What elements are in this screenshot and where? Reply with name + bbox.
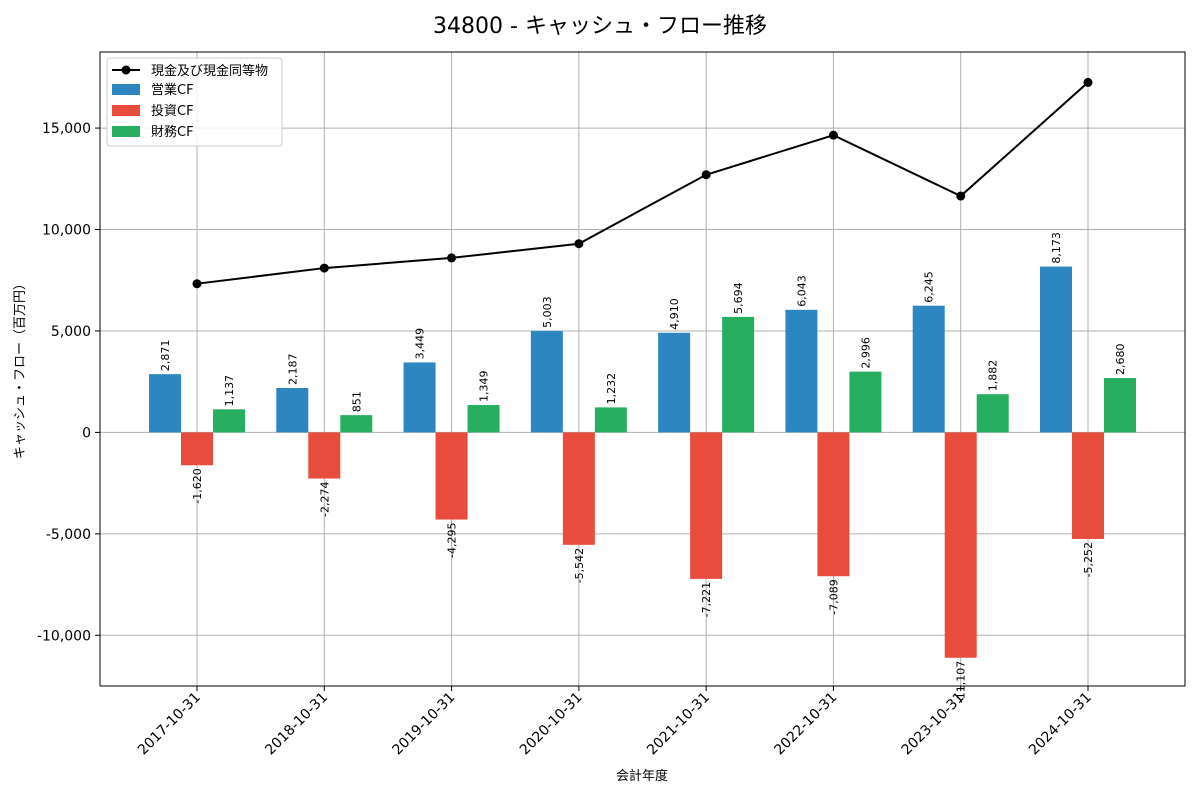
bar-operating [1040,266,1072,433]
bar-investing [181,432,213,466]
cash-point [574,239,584,249]
bar-value-label: 6,043 [795,275,808,307]
bar-value-label: -7,089 [827,579,840,614]
cash-point [828,130,838,140]
bar-financing [594,407,627,433]
y-tick-label: -5,000 [46,527,91,543]
bar-value-label: 851 [350,391,363,412]
bar-value-label: 1,349 [478,371,491,403]
bar-value-label: -11,107 [955,661,968,703]
bar-operating [149,374,181,433]
legend-swatch-operating [112,84,140,95]
bar-investing [817,432,850,577]
cash-point [447,253,457,263]
plot-frame [99,51,1186,687]
legend-swatch-financing [112,126,140,137]
bar-operating [658,332,691,433]
legend-label-operating: 営業CF [151,82,194,98]
bar-financing [722,316,755,433]
y-axis-label: キャッシュ・フロー（百万円） [13,277,28,459]
bar-investing [1072,432,1104,539]
bar-value-label: -2,274 [318,482,331,517]
bar-investing [562,432,595,545]
bar-value-label: 3,449 [414,328,427,360]
bar-value-label: -7,221 [700,582,713,617]
bar-financing [849,371,882,433]
bar-value-label: -5,252 [1082,542,1095,577]
cash-point [956,191,966,201]
bar-series [149,266,1136,658]
bar-value-label: 5,003 [541,296,554,328]
bar-value-label: 1,137 [223,375,236,407]
cash-point [319,263,329,273]
y-tick-label: -10,000 [37,628,91,644]
bar-value-label: 2,187 [286,354,299,386]
cash-line-series [192,77,1093,289]
legend-label-financing: 財務CF [151,125,194,140]
y-tick-label: 5,000 [51,324,91,340]
bar-value-label: 5,694 [732,282,745,314]
legend-label-investing: 投資CF [151,103,194,119]
cash-line [196,81,1089,285]
chart-title: 34800 - キャッシュ・フロー推移 [433,14,767,39]
legend-label-cash: 現金及び現金同等物 [151,63,268,79]
y-tick-label: 15,000 [42,121,91,137]
bar-value-label: -5,542 [573,548,586,583]
bar-financing [340,415,373,433]
bar-value-label: 4,910 [668,298,681,330]
bar-value-label: 1,232 [605,373,618,405]
cash-point [701,170,711,180]
bar-operating [912,305,945,433]
bar-operating [785,309,818,433]
bar-operating [403,362,436,433]
bar-value-label: -4,295 [446,523,459,558]
bar-financing [976,394,1009,433]
bar-operating [276,388,309,433]
bar-value-label: 2,680 [1114,344,1127,376]
y-tick-label: 0 [82,425,91,441]
bar-value-label: 8,173 [1050,232,1063,264]
bar-financing [1104,378,1136,433]
bar-value-label: -1,620 [191,468,204,503]
legend-swatch-investing [112,105,140,116]
bar-financing [467,405,500,433]
bar-financing [213,409,245,433]
legend-line-marker [121,65,131,75]
legend-box [106,57,283,147]
bar-value-label: 1,882 [987,360,1000,392]
bar-investing [944,432,977,658]
bar-investing [690,432,723,579]
cash-point [192,279,202,289]
bar-value-label: 2,871 [159,340,172,372]
data-labels: 2,871 2,187 3,449 5,003 4,910 6,043 6,245 8,173… [159,232,1127,703]
y-tick-label: 10,000 [42,223,91,239]
bar-investing [308,432,341,479]
bar-value-label: 6,245 [923,271,936,303]
cash-point [1083,77,1093,87]
bar-operating [530,330,563,433]
bar-investing [435,432,468,520]
x-axis-label: 会計年度 [616,768,668,784]
bar-value-label: 2,996 [859,337,872,369]
